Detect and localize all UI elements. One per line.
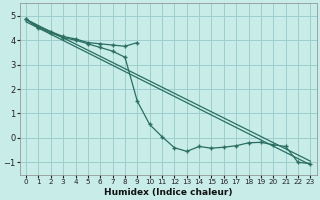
- X-axis label: Humidex (Indice chaleur): Humidex (Indice chaleur): [104, 188, 232, 197]
